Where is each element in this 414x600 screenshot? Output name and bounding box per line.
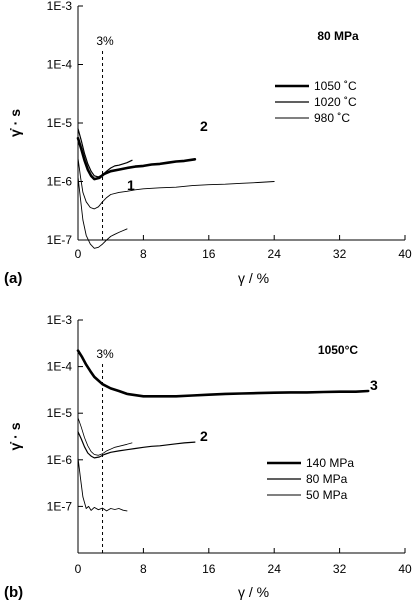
y-tick-label: 1E-4 xyxy=(47,58,73,72)
y-tick-label: 1E-3 xyxy=(47,0,73,13)
chart-panel-b: 1E-71E-61E-51E-41E-30 8 16 24 32 40γ / %γ̇ · … xyxy=(4,313,412,600)
x-tick-label: 16 xyxy=(202,562,216,576)
legend-entry-label: 50 MPa xyxy=(306,488,348,502)
y-tick-label: 1E-6 xyxy=(47,453,73,467)
chart-panel-a: 1E-7 1E-6 1E-5 1E-4 1E-3 0 8 16 24 32 40 γ / % γ̇ · … xyxy=(4,0,412,287)
x-tick-label: 16 xyxy=(202,247,216,261)
reference-line-label: 3% xyxy=(96,347,114,361)
x-axis-label: γ / % xyxy=(238,270,269,286)
legend-entry-label: 140 MPa xyxy=(306,456,354,470)
series-line-0 xyxy=(76,136,197,181)
panel-label: (b) xyxy=(4,584,23,600)
x-axis-label: γ / % xyxy=(238,584,269,600)
series-line-1 xyxy=(77,431,196,459)
x-tick-label: 0 xyxy=(75,247,82,261)
condition-label: 80 MPa xyxy=(317,29,359,43)
legend-entry-label: 980 ˚C xyxy=(314,111,350,125)
x-tick-label: 8 xyxy=(140,247,147,261)
curve-label: 1 xyxy=(127,177,135,193)
series-line-0 xyxy=(76,349,370,398)
series-line-3 xyxy=(77,457,128,512)
y-tick-label: 1E-7 xyxy=(47,233,73,247)
y-tick-label: 1E-6 xyxy=(47,175,73,189)
panel-label: (a) xyxy=(4,270,22,287)
y-axis-label: γ̇ · s xyxy=(7,422,23,450)
series-line-3 xyxy=(77,176,128,249)
series-line-1 xyxy=(77,128,133,178)
x-tick-label: 40 xyxy=(398,562,412,576)
x-tick-label: 32 xyxy=(333,562,347,576)
reference-line-label: 3% xyxy=(96,34,114,48)
x-tick-label: 32 xyxy=(333,247,347,261)
x-tick-label: 8 xyxy=(140,562,147,576)
y-tick-label: 1E-5 xyxy=(47,116,73,130)
x-tick-label: 40 xyxy=(398,247,412,261)
curve-label: 2 xyxy=(200,428,208,444)
y-axis-label: γ̇ · s xyxy=(7,109,23,137)
legend-entry-label: 80 MPa xyxy=(306,472,348,486)
legend-entry-label: 1050 ˚C xyxy=(314,79,357,93)
series-line-2 xyxy=(77,417,133,456)
curve-label: 2 xyxy=(200,118,208,134)
series-line-2 xyxy=(77,157,275,210)
x-tick-label: 24 xyxy=(268,247,282,261)
x-tick-label: 0 xyxy=(75,562,82,576)
y-tick-label: 1E-5 xyxy=(47,406,73,420)
condition-label: 1050°C xyxy=(318,343,358,357)
y-tick-label: 1E-7 xyxy=(47,499,73,513)
legend-entry-label: 1020 ˚C xyxy=(314,95,357,109)
y-tick-label: 1E-4 xyxy=(47,360,73,374)
curve-label: 3 xyxy=(370,377,378,393)
x-tick-label: 24 xyxy=(268,562,282,576)
y-tick-label: 1E-3 xyxy=(47,313,73,327)
